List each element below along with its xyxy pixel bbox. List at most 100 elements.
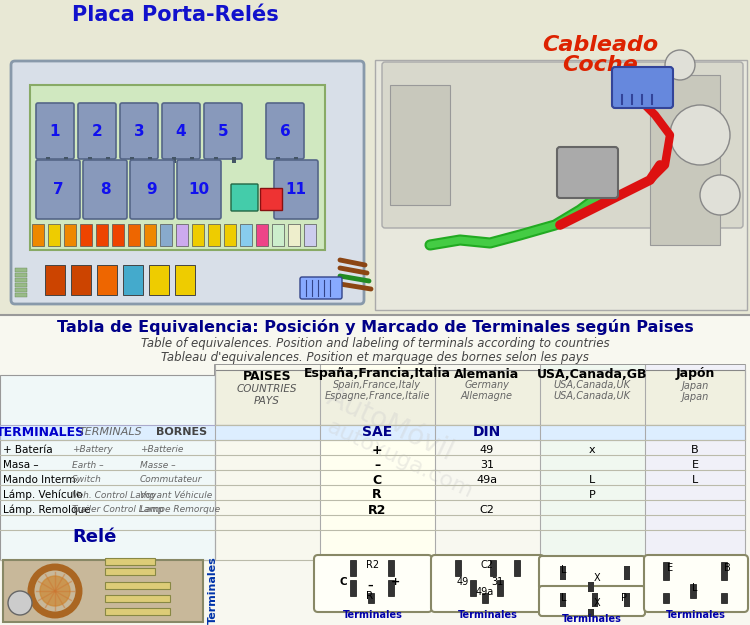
- Text: España,Francia,Italia: España,Francia,Italia: [304, 368, 451, 381]
- Text: 49: 49: [457, 577, 470, 587]
- Bar: [721, 562, 727, 580]
- Bar: [388, 580, 394, 596]
- Bar: [45, 265, 65, 295]
- Bar: [256, 224, 268, 246]
- Text: Japan: Japan: [681, 392, 709, 402]
- Text: SAE: SAE: [362, 425, 392, 439]
- FancyBboxPatch shape: [120, 103, 158, 159]
- Bar: [490, 560, 496, 576]
- Circle shape: [665, 50, 695, 80]
- Bar: [97, 265, 117, 295]
- Bar: [650, 75, 720, 245]
- Bar: [435, 365, 540, 560]
- Bar: [304, 224, 316, 246]
- Circle shape: [670, 105, 730, 165]
- Text: E: E: [667, 563, 673, 573]
- Bar: [690, 584, 696, 598]
- Bar: [240, 224, 252, 246]
- Text: C2: C2: [481, 560, 494, 570]
- Bar: [148, 157, 152, 163]
- Bar: [3, 560, 203, 622]
- Text: Earth –: Earth –: [72, 461, 104, 469]
- Bar: [215, 365, 745, 560]
- FancyBboxPatch shape: [204, 103, 242, 159]
- Text: Japón: Japón: [675, 368, 715, 381]
- Text: 2: 2: [92, 124, 102, 139]
- Bar: [64, 157, 68, 163]
- Bar: [88, 157, 92, 163]
- Text: 11: 11: [286, 182, 307, 198]
- Text: R: R: [372, 489, 382, 501]
- Bar: [272, 224, 284, 246]
- Bar: [32, 224, 44, 246]
- Text: 9: 9: [147, 182, 158, 198]
- Text: Lámp. Remolque: Lámp. Remolque: [3, 505, 91, 515]
- Bar: [624, 566, 630, 580]
- FancyBboxPatch shape: [231, 184, 258, 211]
- Text: 3: 3: [134, 124, 144, 139]
- FancyBboxPatch shape: [130, 160, 174, 219]
- Bar: [144, 224, 156, 246]
- Bar: [560, 593, 566, 607]
- Text: C: C: [373, 474, 382, 486]
- FancyBboxPatch shape: [36, 160, 80, 219]
- Bar: [106, 157, 110, 163]
- Text: X: X: [594, 598, 600, 608]
- Text: 49a: 49a: [476, 475, 497, 485]
- Text: 31: 31: [490, 577, 503, 587]
- Text: + Batería: + Batería: [3, 445, 52, 455]
- Text: +: +: [372, 444, 382, 456]
- Text: X: X: [594, 573, 600, 583]
- Text: Terminales: Terminales: [666, 610, 726, 620]
- Bar: [15, 278, 27, 282]
- Text: TERMINALS: TERMINALS: [78, 427, 142, 437]
- Bar: [105, 558, 155, 565]
- FancyBboxPatch shape: [83, 160, 127, 219]
- Bar: [294, 157, 298, 163]
- Bar: [375, 60, 747, 310]
- Bar: [105, 595, 170, 602]
- Bar: [276, 157, 280, 163]
- Bar: [514, 560, 520, 576]
- Bar: [350, 560, 356, 576]
- Bar: [96, 224, 108, 246]
- FancyBboxPatch shape: [314, 555, 432, 612]
- Text: 6: 6: [280, 124, 290, 139]
- Text: Terminales: Terminales: [343, 610, 403, 620]
- Bar: [15, 288, 27, 292]
- Bar: [215, 370, 745, 425]
- Bar: [105, 582, 170, 589]
- Text: Trailer Control Lamp: Trailer Control Lamp: [72, 506, 164, 514]
- Text: Alemania: Alemania: [454, 368, 520, 381]
- FancyBboxPatch shape: [382, 62, 743, 228]
- FancyBboxPatch shape: [36, 103, 74, 159]
- Text: Germany: Germany: [464, 380, 509, 390]
- Circle shape: [700, 175, 740, 215]
- Bar: [497, 580, 503, 596]
- Text: R: R: [367, 591, 374, 601]
- Text: 8: 8: [100, 182, 110, 198]
- Bar: [232, 157, 236, 163]
- Text: USA,Canada,UK: USA,Canada,UK: [554, 391, 631, 401]
- Text: Tabla de Equivalencia: Posición y Marcado de Terminales según Paises: Tabla de Equivalencia: Posición y Marcad…: [57, 319, 693, 335]
- Bar: [15, 268, 27, 272]
- Bar: [540, 365, 645, 560]
- Text: 7: 7: [53, 182, 63, 198]
- FancyBboxPatch shape: [644, 555, 748, 612]
- FancyBboxPatch shape: [266, 103, 304, 159]
- Text: B: B: [724, 563, 730, 573]
- Bar: [588, 582, 594, 592]
- Circle shape: [40, 576, 70, 606]
- Text: Commutateur: Commutateur: [140, 476, 202, 484]
- Bar: [215, 365, 320, 560]
- Bar: [214, 157, 218, 163]
- Text: Masse –: Masse –: [140, 461, 176, 469]
- Bar: [368, 593, 374, 603]
- Circle shape: [8, 591, 32, 615]
- Text: Mando Interm.: Mando Interm.: [3, 475, 79, 485]
- Text: L: L: [692, 475, 698, 485]
- Bar: [128, 224, 140, 246]
- Bar: [71, 265, 91, 295]
- Bar: [0, 315, 750, 625]
- Bar: [482, 593, 488, 603]
